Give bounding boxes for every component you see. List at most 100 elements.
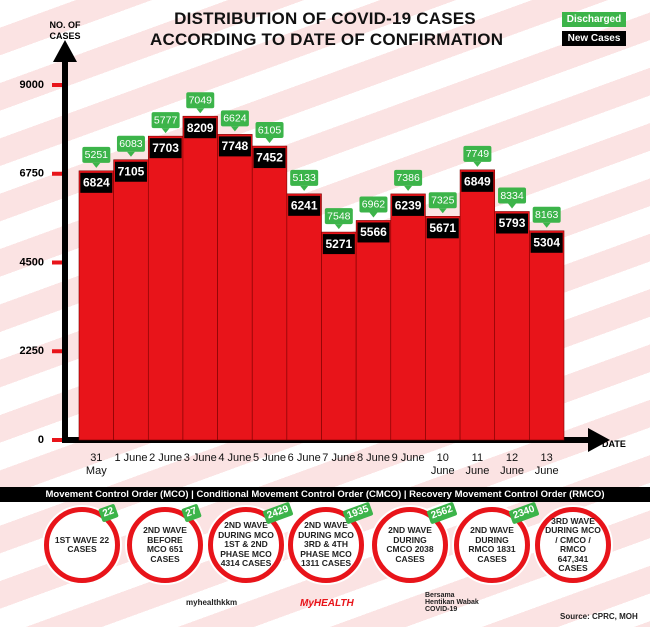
x-tick-label: 10 June bbox=[430, 452, 455, 477]
discharged-box bbox=[498, 187, 527, 204]
value-box bbox=[322, 234, 355, 255]
value-box bbox=[114, 161, 147, 182]
discharged-box bbox=[359, 196, 388, 213]
value-label: 6849 bbox=[464, 175, 491, 189]
discharged-box bbox=[186, 92, 215, 109]
discharged-box bbox=[394, 169, 423, 186]
value-label: 7703 bbox=[152, 141, 179, 155]
discharged-label: 8334 bbox=[500, 190, 524, 202]
bar bbox=[217, 134, 253, 441]
y-tick-label: 4500 bbox=[20, 256, 44, 268]
bar bbox=[321, 231, 357, 441]
bar bbox=[286, 193, 322, 441]
title-line: DISTRIBUTION OF COVID-19 CASES bbox=[174, 9, 476, 28]
x-tick-label: 3 June bbox=[183, 452, 217, 464]
value-label: 6239 bbox=[395, 199, 422, 213]
discharged-pointer bbox=[334, 224, 343, 230]
y-axis-label: NO. OF CASES bbox=[49, 20, 81, 41]
value-label: 6241 bbox=[291, 198, 318, 212]
legend-entry: New Cases bbox=[562, 31, 626, 46]
wave-circle: 3RD WAVE DURING MCO / CMCO / RMCO 647,34… bbox=[535, 507, 611, 583]
discharged-label: 5251 bbox=[85, 149, 109, 161]
value-box bbox=[461, 171, 494, 192]
brand-logo: MyHEALTH bbox=[300, 598, 354, 609]
bar bbox=[147, 135, 184, 441]
wave-text: 2ND WAVE DURING CMCO 2038 CASES bbox=[386, 525, 434, 564]
discharged-pointer bbox=[265, 138, 274, 144]
bar bbox=[182, 115, 218, 441]
y-tick-label: 0 bbox=[38, 434, 44, 446]
social-handle: myhealthkkm bbox=[186, 598, 238, 607]
wave-circle: 2ND WAVE DURING MCO 3RD & 4TH PHASE MCO … bbox=[288, 507, 364, 583]
value-label: 5793 bbox=[499, 216, 526, 230]
value-label: 6824 bbox=[83, 176, 110, 190]
bar bbox=[113, 159, 149, 441]
wave-text: 2ND WAVE DURING MCO 1ST & 2ND PHASE MCO … bbox=[218, 520, 274, 569]
discharged-label: 5133 bbox=[292, 172, 316, 184]
x-tick-label: 2 June bbox=[149, 452, 183, 464]
x-tick-label: 9 June bbox=[391, 452, 425, 464]
value-box bbox=[357, 222, 390, 243]
wave-text: 2ND WAVE DURING MCO 3RD & 4TH PHASE MCO … bbox=[298, 520, 354, 569]
discharged-label: 6083 bbox=[119, 138, 143, 150]
discharged-label: 7325 bbox=[431, 195, 455, 207]
discharged-box bbox=[151, 112, 180, 129]
discharged-pointer bbox=[230, 126, 239, 132]
wave-badge: 2562 bbox=[426, 501, 458, 525]
bar bbox=[494, 211, 530, 441]
discharged-label: 7049 bbox=[189, 94, 213, 106]
bar bbox=[425, 216, 461, 441]
value-label: 7452 bbox=[256, 151, 283, 165]
y-tick-label: 6750 bbox=[20, 168, 44, 180]
wave-text: 2ND WAVE BEFORE MCO 651 CASES bbox=[143, 525, 187, 564]
x-tick-label: 8 June bbox=[356, 452, 390, 464]
value-box bbox=[288, 195, 321, 216]
x-axis-arrow bbox=[588, 428, 610, 452]
discharged-pointer bbox=[473, 161, 482, 167]
value-box bbox=[253, 148, 286, 169]
x-tick-label: 11 June bbox=[465, 452, 490, 477]
value-label: 5671 bbox=[429, 221, 456, 235]
source-note: Source: CPRC, MOH bbox=[560, 612, 638, 621]
discharged-label: 5777 bbox=[154, 114, 178, 126]
value-box bbox=[426, 218, 459, 239]
discharged-pointer bbox=[161, 128, 170, 134]
x-tick-label: 4 June bbox=[218, 452, 252, 464]
discharged-box bbox=[82, 146, 111, 163]
discharged-box bbox=[116, 135, 145, 152]
discharged-label: 6962 bbox=[362, 199, 386, 211]
value-label: 5271 bbox=[325, 237, 352, 251]
order-banner: Movement Control Order (MCO) | Condition… bbox=[0, 487, 650, 502]
discharged-label: 7386 bbox=[396, 172, 420, 184]
discharged-box bbox=[532, 206, 561, 223]
discharged-box bbox=[255, 122, 284, 139]
discharged-label: 7749 bbox=[466, 148, 490, 160]
x-tick-label: 12 June bbox=[500, 452, 524, 477]
wave-badge: 2340 bbox=[508, 501, 540, 525]
wave-text: 1ST WAVE 22 CASES bbox=[54, 534, 110, 554]
value-label: 5304 bbox=[533, 235, 560, 249]
discharged-box bbox=[324, 208, 353, 225]
value-box bbox=[149, 138, 182, 159]
bar bbox=[390, 193, 426, 441]
discharged-pointer bbox=[508, 203, 517, 209]
value-label: 8209 bbox=[187, 121, 214, 135]
discharged-box bbox=[220, 110, 249, 127]
x-tick-label: 31 May bbox=[85, 452, 107, 477]
wave-badge: 22 bbox=[98, 503, 120, 523]
value-label: 7105 bbox=[118, 164, 145, 178]
discharged-label: 6105 bbox=[258, 124, 282, 136]
discharged-pointer bbox=[92, 162, 101, 168]
discharged-pointer bbox=[196, 108, 205, 114]
x-tick-label: 1 June bbox=[114, 452, 148, 464]
discharged-label: 7548 bbox=[327, 210, 351, 222]
bar bbox=[355, 220, 392, 441]
discharged-pointer bbox=[369, 212, 378, 218]
value-box bbox=[496, 213, 529, 234]
discharged-label: 6624 bbox=[223, 113, 247, 125]
discharged-box bbox=[290, 169, 319, 186]
discharged-box bbox=[463, 145, 492, 162]
y-tick-label: 9000 bbox=[20, 79, 44, 91]
wave-text: 3RD WAVE DURING MCO / CMCO / RMCO 647,34… bbox=[545, 515, 601, 573]
x-tick-label: 6 June bbox=[287, 452, 321, 464]
